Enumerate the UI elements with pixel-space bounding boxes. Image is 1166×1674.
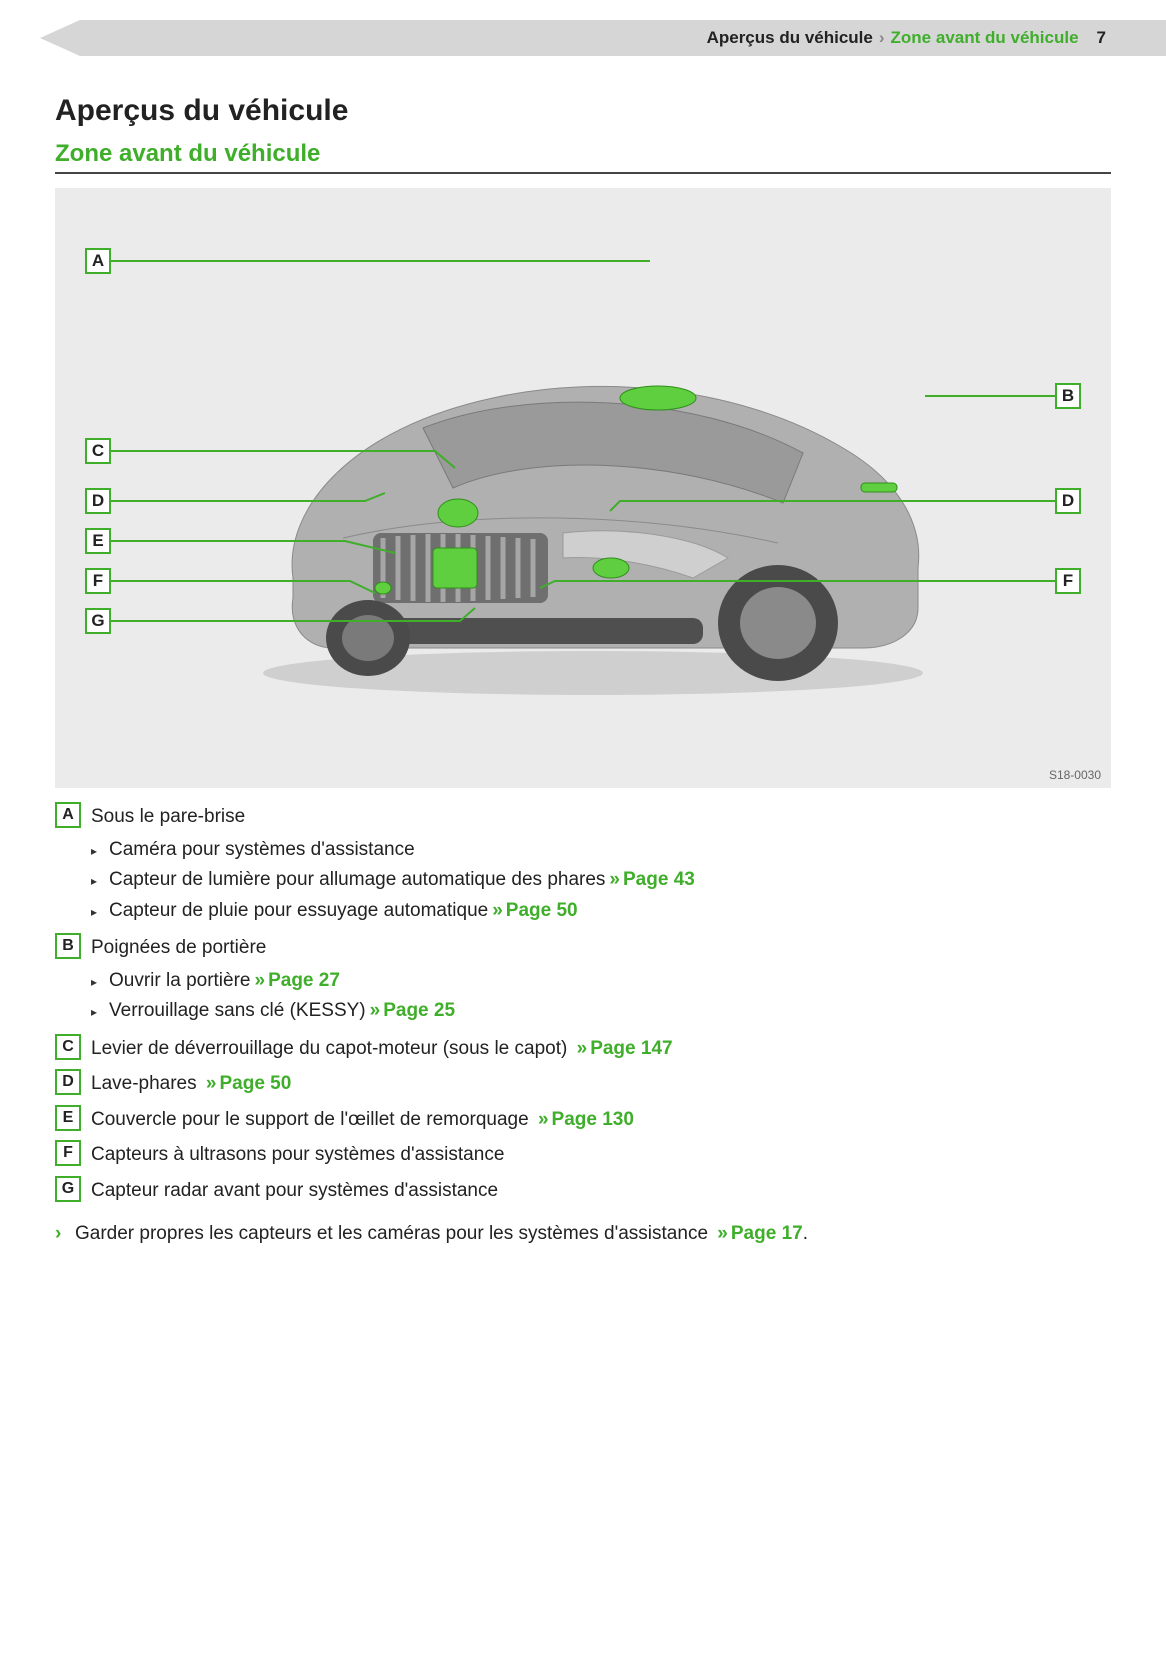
note-text: Garder propres les capteurs et les camér… [75,1223,708,1244]
breadcrumb-level-2: Zone avant du véhicule [891,28,1079,48]
page-ref-link[interactable]: »Page 43 [605,866,694,895]
triangle-bullet-icon: ▸ [91,842,109,860]
legend-title: Sous le pare-brise [91,806,245,827]
breadcrumb-separator: › [879,28,885,48]
callout-D-left: D [85,488,111,514]
page-ref-link[interactable]: »Page 130 [534,1109,634,1130]
legend-body: Capteur radar avant pour systèmes d'assi… [91,1176,1111,1206]
callout-F-left: F [85,568,111,594]
legend-letter: B [55,933,81,959]
legend-list: ASous le pare-brise▸Caméra pour systèmes… [55,802,1111,1205]
page-ref-link[interactable]: »Page 27 [251,967,340,996]
page-number: 7 [1097,28,1106,48]
triangle-bullet-icon: ▸ [91,903,109,921]
legend-title: Levier de déverrouillage du capot-moteur… [91,1038,567,1059]
legend-letter: G [55,1176,81,1202]
figure-id: S18-0030 [1049,768,1101,782]
section-title: Zone avant du véhicule [55,140,1111,174]
legend-title: Capteurs à ultrasons pour systèmes d'ass… [91,1144,504,1165]
legend-subitem-text: Capteur de pluie pour essuyage automatiq… [109,897,488,926]
legend-letter: A [55,802,81,828]
callout-A: A [85,248,111,274]
vehicle-front-diagram: A C D E F G B D F S18-0030 [55,188,1111,788]
maintenance-note: › Garder propres les capteurs et les cam… [55,1223,1111,1245]
legend-body: Capteurs à ultrasons pour systèmes d'ass… [91,1140,1111,1170]
legend-subitem: ▸Ouvrir la portière »Page 27 [91,967,1111,996]
callout-F-right: F [1055,568,1081,594]
legend-item-F: F Capteurs à ultrasons pour systèmes d'as… [55,1140,1111,1170]
legend-sublist: ▸Ouvrir la portière »Page 27▸Verrouillag… [91,967,1111,1026]
legend-item-G: G Capteur radar avant pour systèmes d'ass… [55,1176,1111,1206]
legend-title: Lave-phares [91,1073,197,1094]
legend-subitem: ▸Capteur de lumière pour allumage automa… [91,866,1111,895]
legend-item-C: C Levier de déverrouillage du capot-moteu… [55,1034,1111,1064]
legend-subitem-text: Caméra pour systèmes d'assistance [109,836,415,865]
callout-D-right: D [1055,488,1081,514]
triangle-bullet-icon: ▸ [91,1003,109,1021]
legend-subitem-text: Verrouillage sans clé (KESSY) [109,997,366,1026]
page-ref-link[interactable]: »Page 25 [366,997,455,1026]
page-ref-link[interactable]: »Page 147 [573,1038,673,1059]
legend-subitem: ▸Caméra pour systèmes d'assistance [91,836,1111,865]
legend-body: Sous le pare-brise▸Caméra pour systèmes … [91,802,1111,927]
triangle-bullet-icon: ▸ [91,872,109,890]
legend-body: Levier de déverrouillage du capot-moteur… [91,1034,1111,1064]
note-page-ref[interactable]: »Page 17 [713,1223,802,1244]
page-title: Aperçus du véhicule [55,94,1111,128]
note-chevron-icon: › [55,1223,75,1245]
header-breadcrumb: Aperçus du véhicule › Zone avant du véhi… [0,20,1166,56]
legend-sublist: ▸Caméra pour systèmes d'assistance▸Capte… [91,836,1111,926]
legend-title: Capteur radar avant pour systèmes d'assi… [91,1180,498,1201]
callout-B: B [1055,383,1081,409]
legend-item-E: E Couvercle pour le support de l'œillet d… [55,1105,1111,1135]
legend-body: Poignées de portière ▸Ouvrir la portière … [91,933,1111,1028]
legend-subitem-text: Ouvrir la portière [109,967,251,996]
legend-subitem: ▸Verrouillage sans clé (KESSY) »Page 25 [91,997,1111,1026]
legend-letter: D [55,1069,81,1095]
callout-E: E [85,528,111,554]
legend-letter: E [55,1105,81,1131]
legend-letter: C [55,1034,81,1060]
car-illustration [223,278,943,698]
callout-C: C [85,438,111,464]
legend-item-D: D Lave-phares »Page 50 [55,1069,1111,1099]
legend-item-B: B Poignées de portière ▸Ouvrir la portière… [55,933,1111,1028]
legend-item-A: ASous le pare-brise▸Caméra pour systèmes… [55,802,1111,927]
legend-letter: F [55,1140,81,1166]
legend-title: Couvercle pour le support de l'œillet de… [91,1109,529,1130]
legend-subitem-text: Capteur de lumière pour allumage automat… [109,866,605,895]
breadcrumb-level-1: Aperçus du véhicule [707,28,873,48]
page-ref-link[interactable]: »Page 50 [488,897,577,926]
legend-subitem: ▸Capteur de pluie pour essuyage automati… [91,897,1111,926]
legend-title: Poignées de portière [91,937,266,958]
page-ref-link[interactable]: »Page 50 [202,1073,291,1094]
legend-body: Lave-phares »Page 50 [91,1069,1111,1099]
legend-body: Couvercle pour le support de l'œillet de… [91,1105,1111,1135]
callout-G: G [85,608,111,634]
triangle-bullet-icon: ▸ [91,973,109,991]
